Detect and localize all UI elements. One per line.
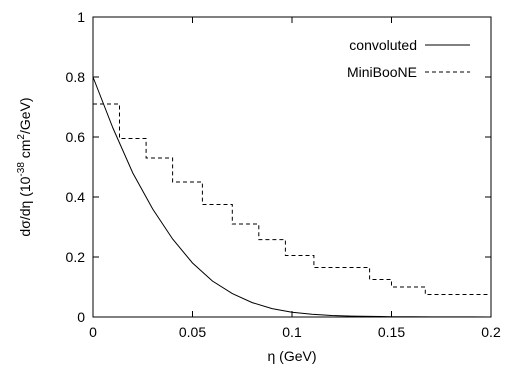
x-tick-label: 0 (89, 324, 97, 340)
y-axis-title: dσ/dη (10-38 cm2/GeV) (16, 97, 33, 236)
x-tick-label: 0.2 (481, 324, 501, 340)
x-tick-label: 0.05 (179, 324, 206, 340)
y-axis-title-mid: cm (17, 140, 33, 163)
y-tick-label: 0 (77, 309, 85, 325)
plot-frame (92, 16, 492, 318)
legend: convoluted MiniBooNE (347, 37, 470, 80)
y-axis-title-exp1: -38 (16, 162, 27, 177)
axis-ticks (92, 16, 492, 318)
y-tick-label: 1 (77, 9, 85, 25)
y-axis-title-exp2: 2 (16, 134, 27, 140)
y-tick-label: 0.2 (66, 249, 86, 265)
y-tick-label: 0.6 (66, 129, 86, 145)
y-axis-title-end: /GeV) (17, 97, 33, 134)
series-step-miniboone (93, 103, 491, 295)
legend-label-convoluted: convoluted (349, 37, 417, 53)
series-layer (92, 76, 492, 318)
x-tick-label: 0.1 (282, 324, 302, 340)
y-axis-title-base: dσ/dη (10 (17, 176, 33, 236)
x-tick-labels: 0 0.05 0.1 0.15 0.2 (89, 324, 501, 340)
legend-label-miniboone: MiniBooNE (347, 64, 417, 80)
x-axis-title: η (GeV) (267, 348, 316, 364)
series-line-convoluted (92, 76, 492, 318)
y-tick-label: 0.8 (66, 69, 86, 85)
y-tick-labels: 0 0.2 0.4 0.6 0.8 1 (66, 9, 86, 325)
y-tick-label: 0.4 (66, 189, 86, 205)
x-tick-label: 0.15 (378, 324, 405, 340)
